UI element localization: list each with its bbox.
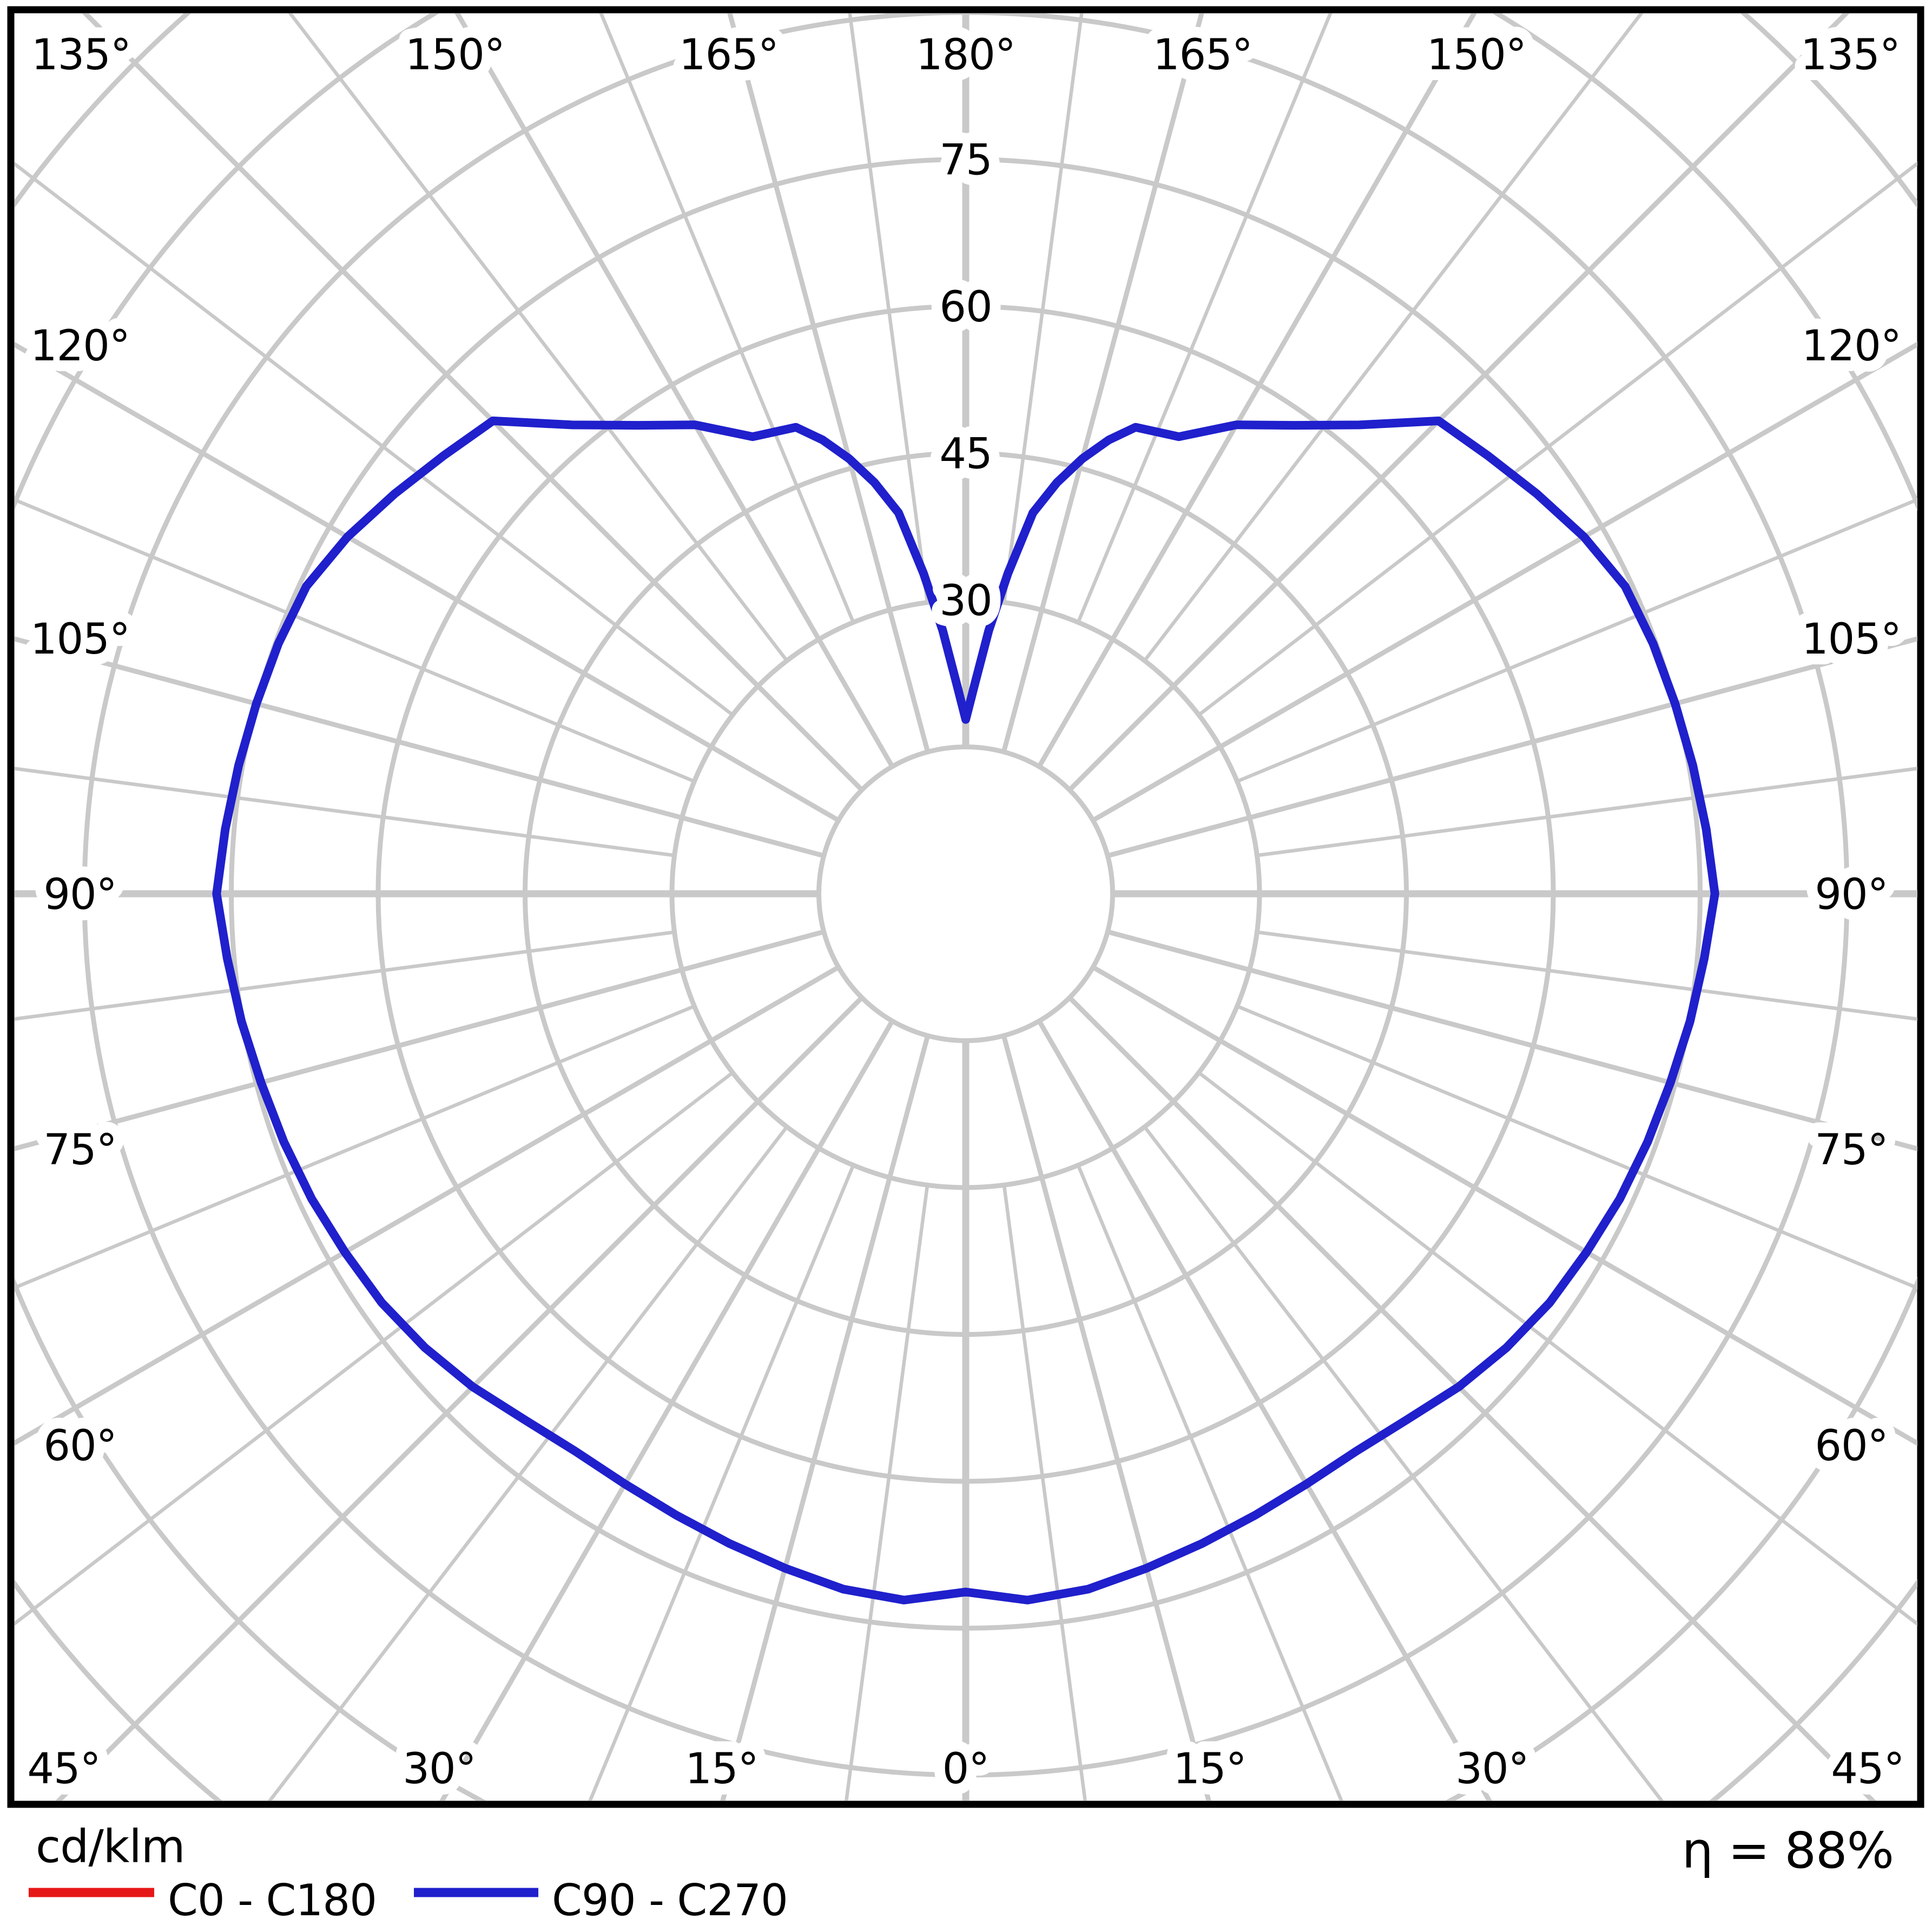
angle-label-bottom-3: 0°: [942, 1745, 990, 1793]
intensity-curves: [212, 416, 1719, 1605]
angle-label-bottom-5: 30°: [1455, 1745, 1528, 1793]
grid-spoke-127.5: [1197, 161, 1917, 717]
radial-tick-label-75: 75: [939, 136, 992, 185]
grid-spoke-7.5: [1002, 1184, 1087, 1801]
angle-label-right-2: 90°: [1815, 871, 1888, 919]
plot-labels: 30 45 60 75 135° 150° 165° 180° 165° 150° 135° 120°…: [16, 20, 1915, 1804]
grid-spoke-30: [1037, 1019, 1492, 1801]
grid-spoke-255: [15, 636, 825, 859]
angle-label-bottom-0: 45°: [27, 1745, 100, 1793]
legend: C0 - C180 C90 - C270: [29, 1875, 788, 1926]
angle-label-top-4: 165°: [1153, 31, 1252, 80]
grid-spoke-142.5: [1143, 14, 1644, 662]
angle-label-right-4: 60°: [1815, 1422, 1888, 1471]
grid-spoke-172.5: [1002, 14, 1084, 603]
angle-label-top-0: 135°: [31, 31, 131, 80]
grid-spoke-22.5: [1076, 1164, 1343, 1801]
grid-spoke-210: [454, 14, 895, 768]
grid-spoke-315: [55, 995, 864, 1801]
grid-spoke-345: [720, 1035, 931, 1801]
efficiency-value: η = 88%: [1682, 1822, 1894, 1880]
grid-spoke-225: [82, 14, 864, 792]
radial-tick-label-30: 30: [939, 577, 992, 625]
radial-tick-label-60: 60: [939, 283, 992, 332]
grid-spoke-37.5: [1143, 1125, 1664, 1801]
legend-label-c90-c270: C90 - C270: [552, 1875, 788, 1926]
angle-label-left-2: 90°: [43, 871, 116, 919]
grid-spoke-337.5: [588, 1164, 855, 1801]
grid-spoke-112.5: [1236, 497, 1917, 783]
angle-label-bottom-4: 15°: [1173, 1745, 1246, 1793]
angle-label-bottom-2: 15°: [685, 1745, 758, 1793]
grid-spoke-67.5: [1236, 1004, 1917, 1290]
grid-spoke-82.5: [1256, 930, 1917, 1021]
angle-label-right-1: 105°: [1802, 615, 1901, 664]
angle-label-left-1: 105°: [30, 615, 130, 664]
grid-spoke-97.5: [1256, 767, 1917, 858]
unit-label: cd/klm: [36, 1820, 185, 1873]
grid-spoke-195: [727, 14, 931, 753]
grid-ring-15: [816, 744, 1115, 1043]
grid-spoke-277.5: [15, 930, 675, 1021]
grid-spoke-157.5: [1076, 14, 1333, 623]
grid-spoke-240: [15, 341, 840, 823]
angle-label-right-3: 75°: [1815, 1126, 1888, 1175]
angle-label-left-4: 60°: [43, 1422, 116, 1471]
angle-label-top-5: 150°: [1427, 31, 1526, 80]
grid-spoke-300: [15, 965, 840, 1446]
grid-spoke-15: [1001, 1035, 1211, 1801]
grid-spoke-285: [15, 929, 825, 1151]
angle-label-right-0: 120°: [1802, 322, 1901, 371]
grid-spoke-217.5: [288, 14, 789, 662]
grid-spoke-247.5: [15, 498, 695, 783]
grid-spoke-120: [1091, 341, 1917, 823]
grid-spoke-262.5: [15, 767, 675, 858]
c90-c270-curve: [212, 416, 1719, 1605]
grid-spoke-135: [1067, 14, 1850, 792]
angle-label-top-1: 150°: [405, 31, 505, 80]
grid-spoke-60: [1091, 965, 1917, 1446]
angle-label-top-2: 165°: [679, 31, 779, 80]
grid-spoke-292.5: [15, 1004, 695, 1290]
grid-spoke-165: [1001, 14, 1204, 753]
grid-spoke-307.5: [15, 1071, 734, 1626]
grid-spoke-75: [1107, 929, 1917, 1151]
legend-label-c0-c180: C0 - C180: [168, 1875, 377, 1926]
grid-spoke-150: [1037, 14, 1477, 768]
radial-tick-label-45: 45: [939, 430, 992, 479]
plot-frame: [7, 6, 1924, 1808]
angle-label-top-6: 135°: [1801, 31, 1900, 80]
grid-spoke-187.5: [848, 14, 929, 603]
grid-spoke-52.5: [1197, 1071, 1917, 1626]
angle-label-left-3: 75°: [43, 1126, 116, 1175]
grid-spoke-232.5: [15, 161, 734, 717]
angle-label-bottom-6: 45°: [1831, 1745, 1904, 1793]
grid-spoke-105: [1107, 636, 1917, 859]
grid-spoke-202.5: [599, 14, 855, 623]
angle-label-top-3: 180°: [916, 31, 1016, 80]
grid-spoke-45: [1067, 995, 1876, 1801]
grid-spoke-322.5: [267, 1125, 789, 1801]
grid-spoke-352.5: [845, 1184, 929, 1801]
angle-label-bottom-1: 30°: [403, 1745, 476, 1793]
grid-spoke-330: [439, 1019, 895, 1801]
angle-label-left-0: 120°: [30, 322, 130, 371]
